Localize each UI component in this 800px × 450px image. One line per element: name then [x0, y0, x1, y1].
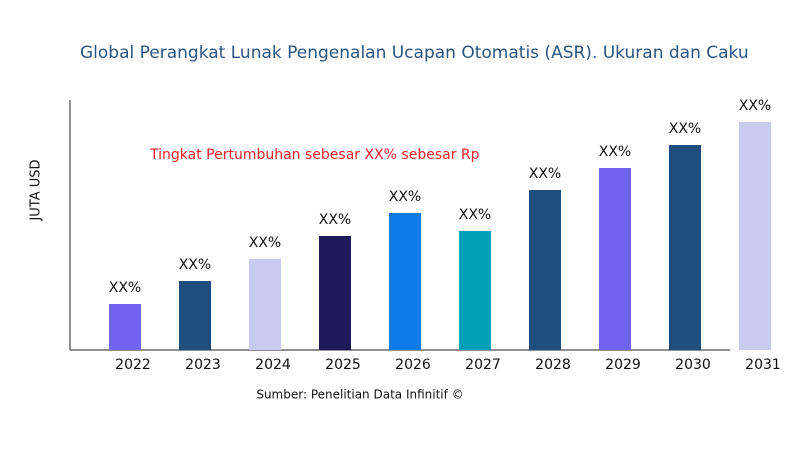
x-tick-label: 2029: [605, 357, 641, 373]
x-tick-label: 2025: [325, 357, 361, 373]
x-tick-label: 2031: [745, 357, 781, 373]
annotation: Tingkat Pertumbuhan sebesar XX% sebesar …: [149, 147, 480, 163]
value-label: XX%: [529, 166, 561, 182]
chart-title: Global Perangkat Lunak Pengenalan Ucapan…: [80, 43, 749, 63]
value-label: XX%: [739, 98, 771, 114]
x-tick-label: 2028: [535, 357, 571, 373]
value-label: XX%: [249, 235, 281, 251]
y-axis-label: JUTA USD: [29, 159, 44, 221]
value-label: XX%: [459, 207, 491, 223]
x-tick-label: 2024: [255, 357, 291, 373]
bar: [319, 236, 351, 350]
x-tick-label: 2027: [465, 357, 501, 373]
value-label: XX%: [179, 257, 211, 273]
value-label: XX%: [389, 189, 421, 205]
bar: [599, 168, 631, 350]
bar: [249, 259, 281, 350]
bar: [739, 122, 771, 350]
value-label: XX%: [319, 212, 351, 228]
value-label: XX%: [599, 144, 631, 160]
bar: [459, 231, 491, 350]
x-tick-label: 2022: [115, 357, 151, 373]
bar: [179, 281, 211, 350]
source: Sumber: Penelitian Data Infinitif ©: [256, 388, 463, 402]
bar: [109, 304, 141, 350]
value-label: XX%: [109, 280, 141, 296]
value-label: XX%: [669, 121, 701, 137]
x-tick-label: 2023: [185, 357, 221, 373]
bar: [669, 145, 701, 350]
bar: [389, 213, 421, 350]
x-tick-label: 2026: [395, 357, 431, 373]
bar: [529, 190, 561, 350]
x-tick-label: 2030: [675, 357, 711, 373]
